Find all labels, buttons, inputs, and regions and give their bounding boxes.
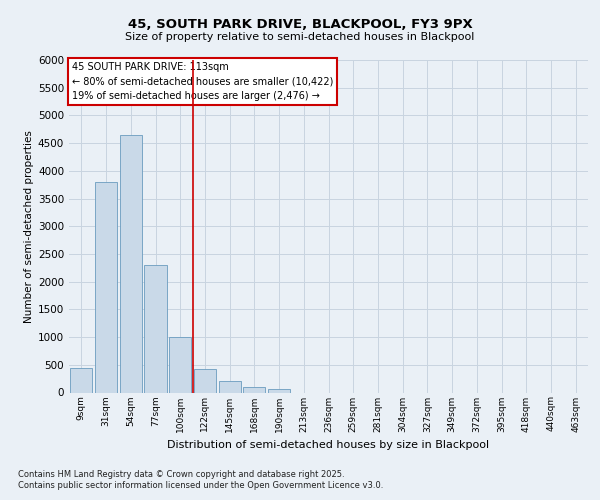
Bar	[218, 382, 241, 392]
Bar	[145, 265, 167, 392]
Text: Contains public sector information licensed under the Open Government Licence v3: Contains public sector information licen…	[18, 481, 383, 490]
Bar	[243, 387, 265, 392]
Bar	[119, 135, 142, 392]
Text: Contains HM Land Registry data © Crown copyright and database right 2025.: Contains HM Land Registry data © Crown c…	[18, 470, 344, 479]
Bar	[194, 368, 216, 392]
Bar	[70, 368, 92, 392]
Text: 45 SOUTH PARK DRIVE: 113sqm
← 80% of semi-detached houses are smaller (10,422)
1: 45 SOUTH PARK DRIVE: 113sqm ← 80% of sem…	[71, 62, 333, 102]
X-axis label: Distribution of semi-detached houses by size in Blackpool: Distribution of semi-detached houses by …	[167, 440, 490, 450]
Bar	[95, 182, 117, 392]
Text: 45, SOUTH PARK DRIVE, BLACKPOOL, FY3 9PX: 45, SOUTH PARK DRIVE, BLACKPOOL, FY3 9PX	[128, 18, 472, 30]
Text: Size of property relative to semi-detached houses in Blackpool: Size of property relative to semi-detach…	[125, 32, 475, 42]
Bar	[169, 337, 191, 392]
Y-axis label: Number of semi-detached properties: Number of semi-detached properties	[24, 130, 34, 322]
Bar	[268, 388, 290, 392]
